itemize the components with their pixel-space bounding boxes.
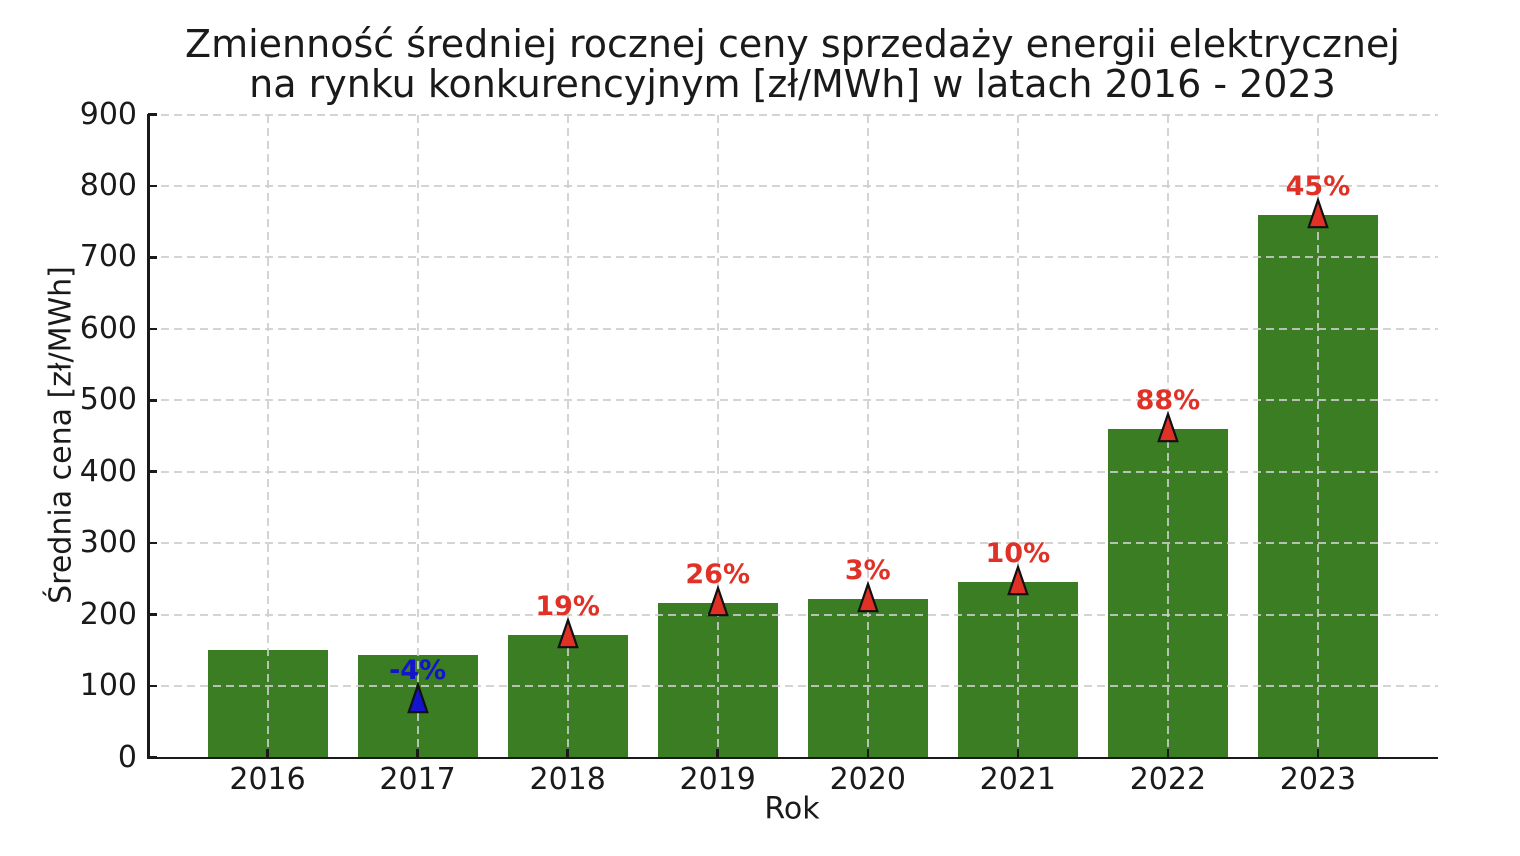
v-gridline [416, 114, 419, 758]
y-tick-label: 0 [117, 739, 137, 775]
h-gridline [147, 184, 1438, 187]
h-gridline [147, 542, 1438, 545]
h-gridline [147, 327, 1438, 330]
x-tick-label: 2021 [979, 762, 1057, 797]
x-tick-label: 2023 [1279, 762, 1357, 797]
x-tick-mark [566, 748, 569, 758]
triangle-up-increase-icon [1307, 196, 1329, 233]
h-gridline [147, 685, 1438, 688]
bar-2020 [807, 598, 928, 758]
h-gridline [147, 256, 1438, 259]
triangle-up-increase-icon [556, 616, 579, 653]
x-tick-label: 2022 [1129, 762, 1207, 797]
x-tick-mark [716, 748, 719, 758]
y-tick-mark [147, 613, 157, 616]
x-tick-label: 2018 [529, 762, 606, 797]
y-axis-label: Średnia cena [zł/MWh] [43, 266, 79, 604]
bar-2018 [507, 635, 628, 758]
y-tick-mark [147, 256, 157, 259]
bar-2023 [1257, 215, 1378, 758]
x-tick-mark [416, 748, 419, 758]
bar-2021 [957, 582, 1078, 758]
x-tick-mark [1016, 748, 1020, 758]
x-axis-label: Rok [764, 791, 820, 827]
pct-change-label: 19% [535, 591, 600, 623]
y-tick-mark [147, 327, 157, 331]
triangle-up-increase-icon [1006, 564, 1029, 600]
v-gridline [1016, 114, 1019, 758]
chart-title: Zmienność średniej rocznej ceny sprzedaż… [147, 24, 1438, 104]
v-gridline [716, 114, 719, 758]
h-gridline [147, 470, 1438, 473]
chart-title-line2: na rynku konkurencyjnym [zł/MWh] w latac… [249, 62, 1336, 106]
x-tick-label: 2019 [679, 762, 756, 797]
y-tick-label: 900 [79, 96, 137, 132]
v-gridline [566, 114, 569, 758]
pct-change-label: -4% [389, 654, 447, 686]
y-tick-mark [147, 470, 157, 473]
y-tick-mark [147, 399, 157, 402]
y-tick-label: 100 [79, 668, 137, 704]
bar-2022 [1107, 428, 1228, 758]
y-tick-mark [147, 113, 157, 116]
y-tick-label: 800 [79, 167, 137, 203]
x-tick-mark [266, 748, 269, 758]
h-gridline [147, 113, 1438, 116]
pct-change-label: 26% [685, 559, 751, 591]
pct-change-label: 88% [1135, 384, 1201, 416]
pct-change-label: 3% [844, 554, 891, 586]
chart-title-line1: Zmienność średniej rocznej ceny sprzedaż… [185, 22, 1400, 66]
x-tick-label: 2017 [379, 762, 456, 797]
x-tick-label: 2020 [829, 762, 906, 797]
bar-2017 [357, 654, 478, 758]
h-gridline [147, 399, 1438, 402]
triangle-up-decrease-icon [406, 681, 429, 718]
v-gridline [866, 114, 869, 758]
h-gridline [147, 613, 1438, 616]
triangle-up-increase-icon [706, 584, 729, 621]
bar-2016 [207, 650, 328, 758]
y-axis-spine [147, 114, 150, 759]
y-tick-mark [147, 756, 157, 759]
y-tick-mark [147, 684, 157, 688]
y-tick-mark [147, 184, 157, 188]
pct-change-label: 45% [1285, 171, 1351, 203]
v-gridline [1316, 114, 1319, 758]
x-tick-label: 2016 [229, 762, 306, 797]
x-tick-mark [1316, 748, 1320, 758]
pct-change-label: 10% [985, 538, 1051, 570]
triangle-up-increase-icon [1157, 410, 1179, 447]
x-tick-mark [1166, 748, 1170, 758]
y-tick-mark [147, 541, 157, 545]
v-gridline [1166, 114, 1169, 758]
x-axis-spine [147, 756, 1438, 759]
x-tick-mark [866, 748, 870, 758]
triangle-up-increase-icon [856, 580, 879, 617]
bar-2019 [657, 603, 778, 758]
v-gridline [266, 114, 269, 758]
